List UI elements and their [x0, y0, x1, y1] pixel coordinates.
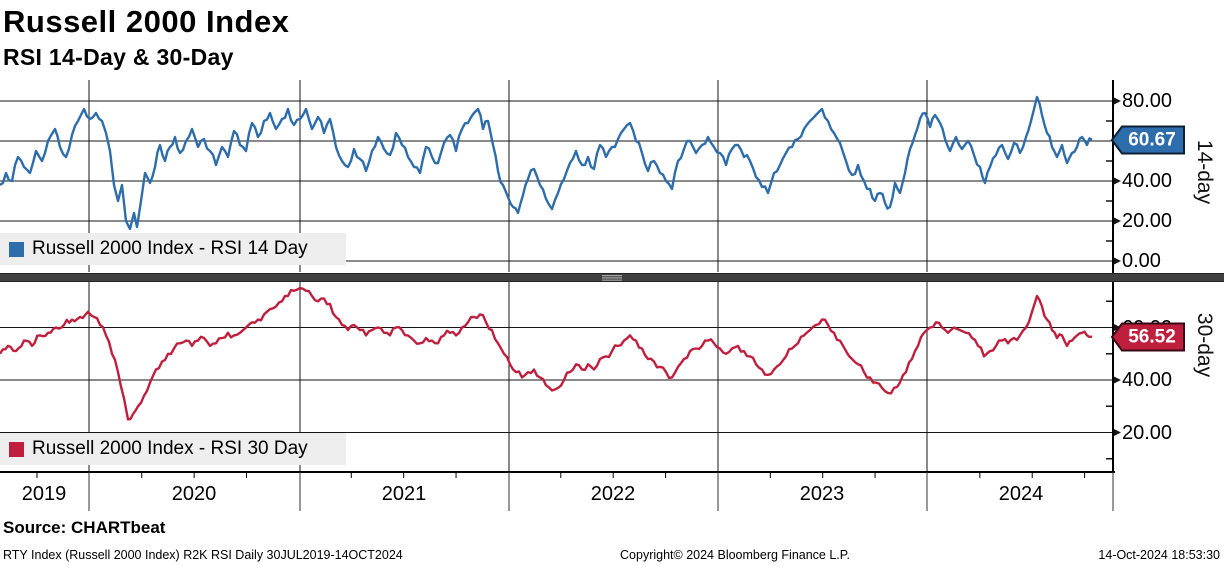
axis-title-30-day: 30-day: [1193, 312, 1216, 378]
rsi30-line: [0, 286, 1093, 421]
x-tick-year-label: 2023: [799, 483, 845, 505]
x-tick-year-label: 2020: [171, 483, 217, 505]
x-tick-year-label: 2022: [590, 483, 636, 505]
chart-subtitle: RSI 14-Day & 30-Day: [3, 44, 234, 70]
rsi14-line: [0, 95, 1093, 231]
legend-rsi14[interactable]: Russell 2000 Index - RSI 14 Day: [0, 233, 346, 265]
legend-rsi14-label: Russell 2000 Index - RSI 14 Day: [32, 238, 308, 259]
tick-arrow-icon: [1112, 176, 1121, 186]
axis-title-14-day: 14-day: [1193, 139, 1216, 205]
source-line: Source: CHARTbeat: [3, 518, 166, 537]
legend-rsi30[interactable]: Russell 2000 Index - RSI 30 Day: [0, 433, 346, 465]
y-tick-label: 40.00: [1122, 170, 1173, 192]
footer-security-info: RTY Index (Russell 2000 Index) R2K RSI D…: [3, 548, 403, 562]
y-tick-label: 80.00: [1122, 90, 1173, 112]
footer-copyright: Copyright© 2024 Bloomberg Finance L.P.: [620, 548, 850, 562]
legend-rsi30-label: Russell 2000 Index - RSI 30 Day: [32, 438, 308, 459]
tick-arrow-icon: [1112, 216, 1121, 226]
tick-arrow-icon: [1112, 256, 1121, 266]
y-tick-label: 20.00: [1122, 421, 1173, 444]
tick-arrow-icon: [1112, 96, 1121, 106]
rsi30-badge-shape: [1110, 322, 1185, 352]
footer-timestamp: 14-Oct-2024 18:53:30: [1098, 548, 1220, 562]
x-tick-year-label: 2019: [21, 483, 67, 505]
rsi14-badge-shape: [1110, 125, 1185, 155]
tick-arrow-icon: [1112, 323, 1121, 332]
rsi14-swatch-icon: [9, 241, 24, 257]
page-title: Russell 2000 Index: [3, 4, 290, 39]
rsi14-last-value-badge: 60.67: [1128, 129, 1176, 151]
y-tick-label: 20.00: [1122, 210, 1173, 232]
rsi30-last-value-badge: 56.52: [1128, 326, 1176, 348]
tick-arrow-icon: [1112, 375, 1121, 385]
x-tick-year-label: 2021: [381, 483, 427, 505]
tick-arrow-icon: [1112, 428, 1121, 437]
y-tick-label: 40.00: [1122, 369, 1173, 391]
rsi30-swatch-icon: [9, 441, 24, 457]
x-tick-year-label: 2024: [998, 483, 1044, 505]
y-tick-label: 0.00: [1122, 250, 1161, 272]
